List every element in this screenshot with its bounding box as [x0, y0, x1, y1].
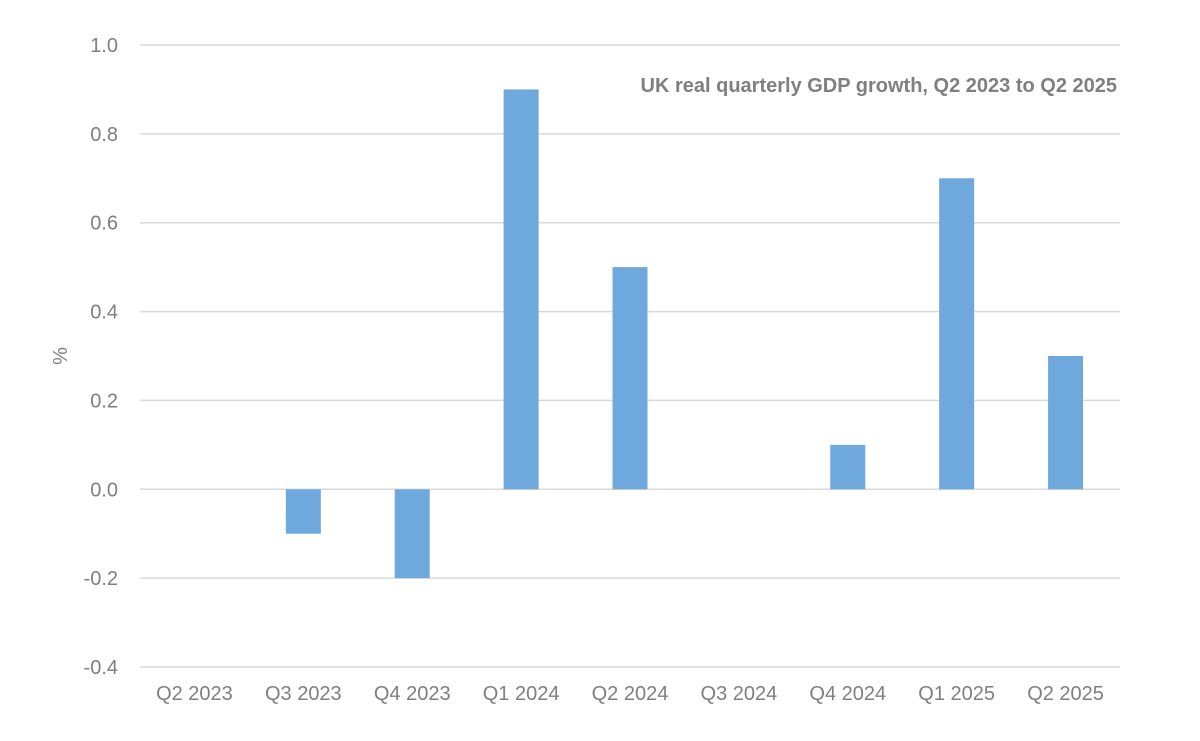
x-category-label: Q1 2024	[483, 683, 560, 705]
x-axis-categories: Q2 2023 Q3 2023 Q4 2023 Q1 2024 Q2 2024 Q3 20…	[156, 683, 1104, 705]
y-axis-ticks: 1.0 0.8 0.6 0.4 0.2 0.0 -0.2 -0.4	[84, 35, 118, 679]
x-category-label: Q3 2024	[701, 683, 778, 705]
bar-q3-2023	[285, 489, 321, 534]
x-category-label: Q4 2023	[374, 683, 451, 705]
bar-q2-2025	[1048, 356, 1084, 490]
y-tick-label: 0.2	[90, 390, 118, 412]
y-tick-label: 0.6	[90, 213, 118, 235]
y-tick-label: -0.4	[84, 657, 118, 679]
y-tick-label: -0.2	[84, 568, 118, 590]
y-tick-label: 0.8	[90, 124, 118, 146]
x-category-label: Q4 2024	[809, 683, 886, 705]
y-tick-label: 0.4	[90, 302, 118, 324]
chart-title: UK real quarterly GDP growth, Q2 2023 to…	[641, 75, 1117, 97]
y-tick-label: 1.0	[90, 35, 118, 57]
bar-q4-2023	[394, 489, 430, 579]
bar-q1-2024	[503, 89, 539, 490]
x-category-label: Q2 2023	[156, 683, 233, 705]
x-category-label: Q1 2025	[918, 683, 995, 705]
bar-q2-2024	[612, 267, 648, 490]
bar-q1-2025	[939, 178, 975, 490]
bar-q4-2024	[830, 444, 866, 490]
y-tick-label: 0.0	[90, 479, 118, 501]
x-category-label: Q2 2024	[592, 683, 669, 705]
y-axis-title: %	[50, 347, 72, 365]
x-category-label: Q3 2023	[265, 683, 342, 705]
bars	[285, 89, 1084, 579]
x-category-label: Q2 2025	[1027, 683, 1104, 705]
